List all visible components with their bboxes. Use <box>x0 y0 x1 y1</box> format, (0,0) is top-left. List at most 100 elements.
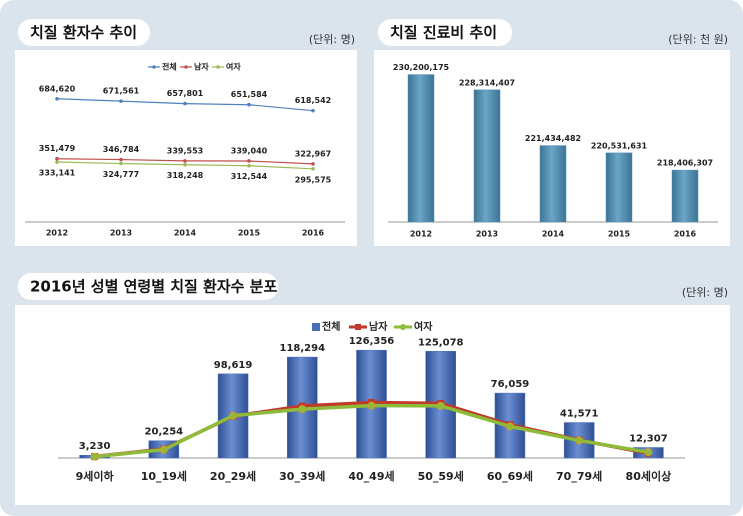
point <box>247 102 251 107</box>
legend-label: 전체 <box>162 62 177 72</box>
point <box>436 401 445 410</box>
value-label: 118,294 <box>280 343 326 354</box>
legend-swatch <box>184 65 188 69</box>
value-label: 218,406,307 <box>657 159 713 168</box>
value-label: 322,967 <box>295 149 331 158</box>
legend-swatch <box>152 65 156 69</box>
chart-title: 치질 진료비 추이 <box>390 24 497 42</box>
x-tick-label: 2013 <box>476 230 498 239</box>
x-tick-label: 30_39세 <box>279 469 325 483</box>
point <box>55 156 59 161</box>
unit-label: (단위: 명) <box>682 286 728 299</box>
legend-swatch <box>312 323 320 331</box>
legend-label: 여자 <box>226 62 241 72</box>
value-label: 98,619 <box>214 360 253 371</box>
x-tick-label: 50_59세 <box>418 469 464 483</box>
point <box>229 411 238 420</box>
legend-label: 전체 <box>322 320 340 333</box>
x-tick-label: 2012 <box>46 229 68 238</box>
x-tick-label: 2016 <box>674 230 697 239</box>
x-tick-label: 40_49세 <box>348 469 394 483</box>
value-label: 346,784 <box>103 145 140 154</box>
point <box>367 401 376 410</box>
bar <box>605 152 633 223</box>
value-label: 339,553 <box>167 146 203 155</box>
value-label: 12,307 <box>629 433 668 444</box>
point <box>575 436 584 445</box>
x-tick-label: 10_19세 <box>141 469 187 483</box>
value-label: 318,248 <box>167 171 204 180</box>
chart-title: 2016년 성별 연령별 치질 환자수 분포 <box>30 278 277 296</box>
bar <box>407 74 435 223</box>
value-label: 228,314,407 <box>459 78 515 87</box>
x-tick-label: 2016 <box>302 229 325 238</box>
value-label: 684,620 <box>39 84 76 93</box>
chart-title: 치질 환자수 추이 <box>30 24 137 42</box>
legend-swatch <box>216 65 220 69</box>
title-pill <box>378 19 512 46</box>
x-tick-label: 2013 <box>110 229 132 238</box>
value-label: 618,542 <box>295 96 331 105</box>
value-label: 657,801 <box>167 89 204 98</box>
value-label: 76,059 <box>491 379 530 390</box>
value-label: 671,561 <box>103 87 140 96</box>
point <box>119 99 123 103</box>
legend-swatch <box>355 324 361 330</box>
value-label: 125,078 <box>418 337 464 348</box>
point <box>159 445 168 454</box>
point <box>183 101 187 106</box>
value-label: 220,531,631 <box>591 141 648 150</box>
value-label: 230,200,175 <box>393 63 450 72</box>
legend-label: 남자 <box>369 320 388 333</box>
title-pill <box>18 19 150 46</box>
value-label: 41,571 <box>560 409 599 420</box>
point <box>311 166 315 171</box>
legend-label: 남자 <box>194 62 209 72</box>
bar <box>473 89 501 223</box>
point <box>247 163 251 168</box>
x-tick-label: 2012 <box>410 230 432 239</box>
x-tick-label: 2015 <box>608 230 631 239</box>
unit-label: (단위: 명) <box>309 33 355 46</box>
x-tick-label: 60_69세 <box>487 469 533 483</box>
point <box>298 405 307 414</box>
x-tick-label: 2015 <box>238 229 261 238</box>
value-label: 351,479 <box>39 144 76 153</box>
point <box>55 160 59 164</box>
value-label: 333,141 <box>39 169 76 178</box>
value-label: 126,356 <box>349 336 395 347</box>
value-label: 651,584 <box>231 90 268 99</box>
value-label: 221,434,482 <box>525 134 581 143</box>
panel <box>15 50 357 246</box>
value-label: 312,544 <box>231 172 268 181</box>
point <box>119 161 123 166</box>
point <box>311 162 315 166</box>
unit-label: (단위: 천 원) <box>668 32 728 46</box>
value-label: 295,575 <box>295 175 332 184</box>
bar <box>671 169 699 223</box>
point <box>505 422 514 431</box>
point <box>55 96 59 101</box>
x-tick-label: 20_29세 <box>210 469 256 483</box>
point <box>247 159 251 163</box>
point <box>644 448 653 457</box>
x-tick-label: 9세이하 <box>76 469 115 483</box>
x-tick-label: 70_79세 <box>556 469 602 483</box>
point <box>90 452 99 461</box>
x-tick-label: 80세이상 <box>626 469 672 483</box>
x-tick-label: 2014 <box>174 229 197 238</box>
value-label: 339,040 <box>231 146 268 155</box>
point <box>183 162 187 167</box>
legend-label: 여자 <box>414 320 433 333</box>
x-tick-label: 2014 <box>542 230 565 239</box>
value-label: 324,777 <box>103 170 139 179</box>
point <box>311 108 315 113</box>
value-label: 20,254 <box>145 427 184 438</box>
point <box>119 157 123 162</box>
title-pill <box>18 273 278 300</box>
legend-swatch <box>400 324 406 330</box>
value-label: 3,230 <box>79 441 111 452</box>
point <box>183 159 187 163</box>
bar <box>539 145 567 223</box>
